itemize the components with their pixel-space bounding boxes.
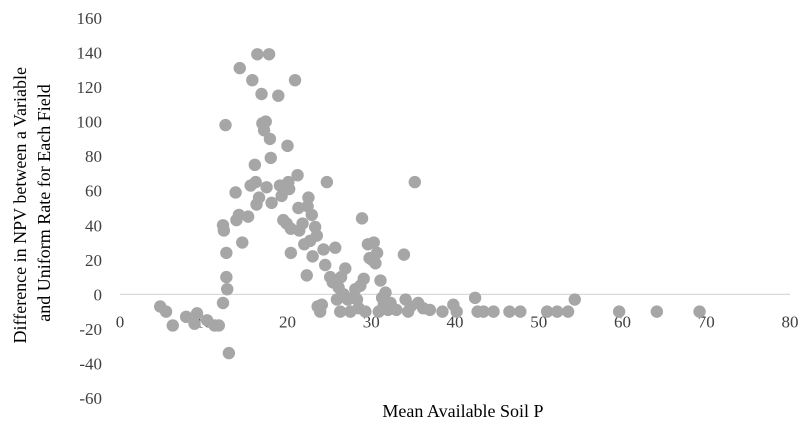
- y-tick-label: -20: [79, 320, 102, 339]
- data-point: [305, 208, 318, 222]
- y-tick-label: 140: [77, 44, 103, 63]
- data-point: [369, 257, 382, 270]
- y-tick-label: 60: [85, 182, 102, 201]
- data-point: [367, 236, 380, 249]
- data-point: [310, 229, 324, 242]
- data-point: [561, 305, 575, 318]
- data-point: [220, 270, 233, 284]
- y-tick-label: -40: [79, 354, 102, 373]
- data-point: [248, 158, 262, 172]
- data-point: [265, 196, 278, 210]
- data-point: [334, 305, 347, 318]
- data-point: [219, 118, 232, 132]
- data-point: [550, 305, 564, 318]
- data-point: [397, 248, 411, 261]
- y-tick-label: 160: [77, 9, 103, 28]
- data-point: [423, 303, 437, 317]
- data-point: [233, 61, 246, 75]
- x-tick-label: 20: [279, 312, 296, 331]
- data-point: [288, 73, 302, 87]
- data-point: [487, 305, 500, 318]
- data-point: [246, 73, 259, 87]
- data-points: [154, 48, 706, 360]
- data-point: [568, 293, 581, 306]
- data-point: [379, 286, 392, 299]
- data-point: [255, 87, 268, 101]
- data-point: [259, 115, 272, 128]
- data-point: [190, 307, 204, 320]
- y-tick-label: 120: [77, 78, 103, 97]
- x-axis-title: Mean Available Soil P: [382, 401, 543, 421]
- x-tick-label: 0: [116, 312, 125, 331]
- data-point: [220, 246, 233, 260]
- y-axis-title-line-1: Difference in NPV between a Variable: [10, 67, 30, 343]
- data-point: [436, 305, 449, 318]
- data-point: [272, 89, 285, 102]
- data-point: [355, 212, 369, 225]
- data-point: [306, 250, 319, 263]
- data-point: [229, 186, 242, 199]
- y-tick-label: 100: [77, 113, 103, 132]
- y-tick-label: 80: [85, 147, 102, 166]
- data-point: [292, 201, 305, 215]
- data-point: [263, 132, 277, 146]
- x-tick-label: 50: [530, 312, 547, 331]
- data-point: [370, 246, 384, 260]
- data-point: [222, 346, 236, 360]
- data-point: [359, 305, 372, 318]
- data-point: [284, 246, 298, 260]
- data-point: [514, 305, 527, 318]
- data-point: [650, 305, 664, 318]
- data-point: [281, 139, 294, 153]
- data-point: [468, 291, 482, 305]
- data-point: [300, 269, 313, 282]
- y-axis-title-line-2: and Uniform Rate for Each Field: [34, 84, 54, 321]
- y-tick-label: -60: [79, 389, 102, 408]
- data-point: [693, 305, 706, 318]
- y-tick-label: 40: [85, 216, 102, 235]
- data-point: [390, 303, 403, 317]
- data-point: [179, 310, 193, 324]
- data-point: [166, 319, 179, 332]
- y-tick-label: 20: [85, 251, 102, 270]
- data-point: [249, 175, 262, 189]
- y-tick-labels: -60 -40 -20 0 20 40 60 80 100 120 140 160: [77, 9, 103, 408]
- data-point: [221, 282, 234, 296]
- data-point: [329, 241, 342, 254]
- data-point: [291, 168, 304, 182]
- data-point: [262, 48, 276, 61]
- data-point: [408, 175, 421, 189]
- data-point: [302, 191, 315, 204]
- data-point: [212, 319, 226, 332]
- data-point: [357, 272, 370, 286]
- data-point: [260, 181, 273, 194]
- data-point: [264, 151, 277, 165]
- data-point: [477, 305, 490, 318]
- data-point: [612, 305, 626, 318]
- x-tick-label: 80: [782, 312, 799, 331]
- data-point: [540, 305, 554, 318]
- data-point: [503, 305, 516, 318]
- data-point: [374, 274, 387, 287]
- data-point: [318, 258, 332, 272]
- data-point: [241, 210, 255, 223]
- data-point: [339, 262, 352, 275]
- data-point: [315, 298, 329, 311]
- data-point: [159, 305, 173, 318]
- data-point: [282, 182, 296, 196]
- data-point: [252, 191, 266, 204]
- data-point: [296, 217, 309, 230]
- data-point: [317, 243, 330, 256]
- data-point: [217, 224, 231, 237]
- data-point: [320, 175, 334, 189]
- data-point: [450, 305, 463, 318]
- data-point: [232, 208, 246, 222]
- data-point: [216, 296, 230, 310]
- y-tick-label: 0: [94, 285, 103, 304]
- data-point: [251, 48, 264, 61]
- data-point: [188, 317, 201, 330]
- y-axis-title: Difference in NPV between a Variable and…: [10, 63, 54, 344]
- data-point: [236, 236, 249, 249]
